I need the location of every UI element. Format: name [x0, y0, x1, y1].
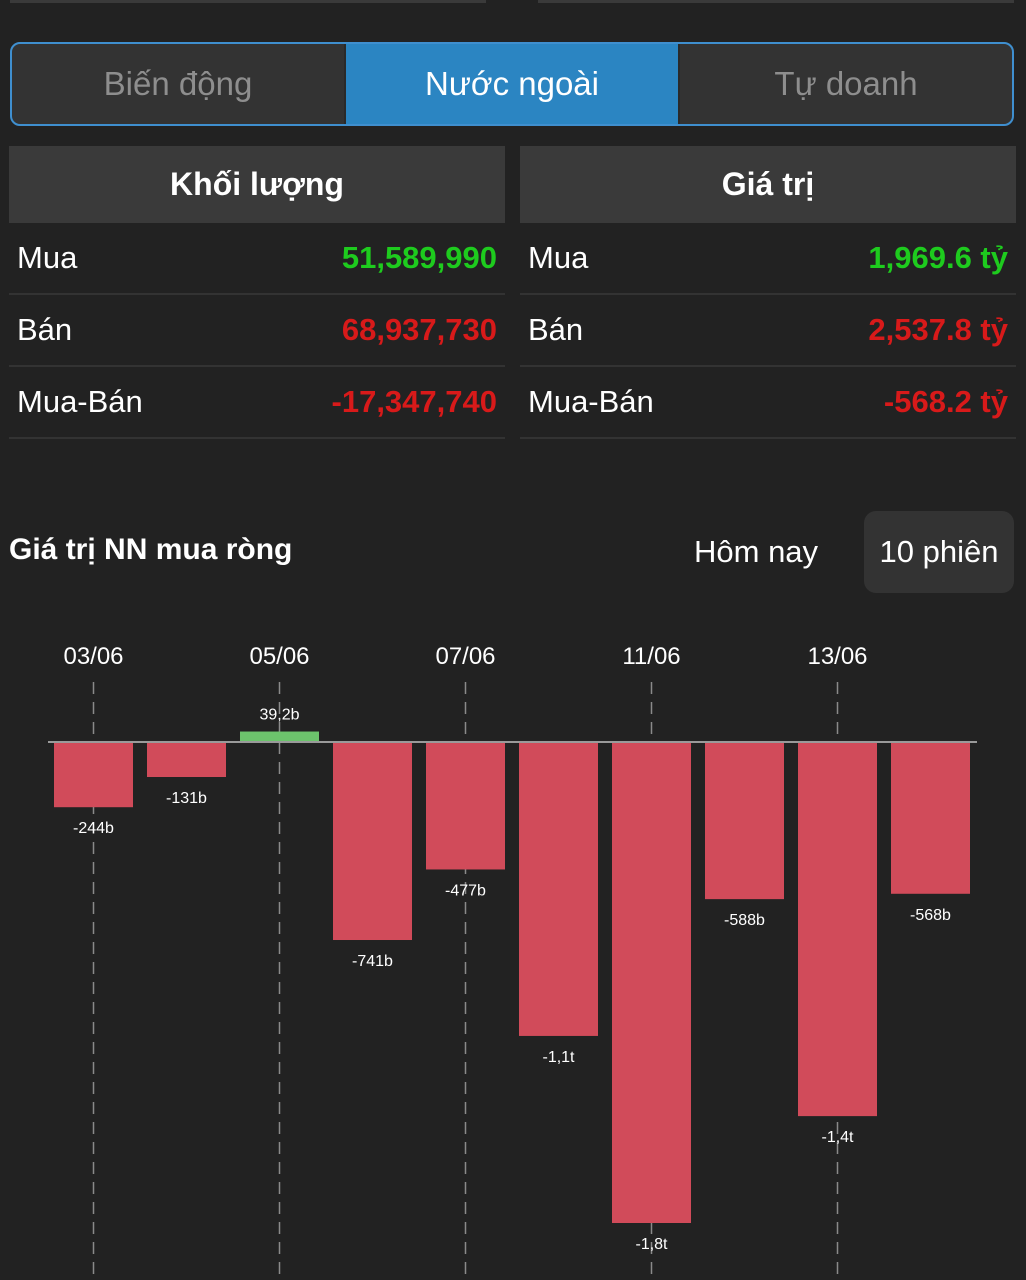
value-row-sell: Bán 2,537.8 tỷ	[520, 295, 1016, 367]
net-value-amount: -568.2 tỷ	[883, 384, 1008, 419]
bar[interactable]	[798, 742, 877, 1117]
tab-bien-dong[interactable]: Biến động	[12, 44, 346, 124]
top-divider-right	[538, 0, 1014, 3]
tab-nuoc-ngoai[interactable]: Nước ngoài	[346, 44, 680, 124]
volume-panel: Khối lượng Mua 51,589,990 Bán 68,937,730…	[9, 146, 505, 439]
row-label: Mua-Bán	[17, 384, 143, 419]
bar[interactable]	[333, 742, 412, 941]
bar-value-label: -1,1t	[542, 1049, 575, 1066]
bar[interactable]	[519, 742, 598, 1036]
bar-value-label: 39,2b	[259, 707, 299, 724]
value-header: Giá trị	[520, 146, 1016, 223]
row-label: Bán	[528, 312, 584, 347]
x-tick-label: 07/06	[435, 643, 495, 670]
period-10-sessions-button[interactable]: 10 phiên	[864, 511, 1014, 593]
volume-row-buy: Mua 51,589,990	[9, 223, 505, 295]
row-label: Mua-Bán	[528, 384, 654, 419]
chart-title: Giá trị NN mua ròng	[9, 533, 293, 566]
net-buy-bar-chart: 03/06 05/06 07/06 11/06 13/06 -244b -131b 39,2b…	[48, 643, 977, 1280]
bar-value-label: -131b	[166, 790, 207, 807]
bar[interactable]	[612, 742, 691, 1223]
bar-value-label: -477b	[445, 882, 486, 899]
row-label: Mua	[17, 240, 78, 275]
bar[interactable]	[891, 742, 970, 894]
buy-value-amount: 1,969.6 tỷ	[868, 240, 1008, 275]
sell-volume-value: 68,937,730	[341, 312, 497, 347]
period-today-button[interactable]: Hôm nay	[694, 534, 819, 569]
bar[interactable]	[705, 742, 784, 900]
bar-value-label: -1,4t	[821, 1129, 854, 1146]
bar[interactable]	[426, 742, 505, 870]
bar[interactable]	[147, 742, 226, 778]
bar[interactable]	[54, 742, 133, 808]
sell-value-amount: 2,537.8 tỷ	[868, 312, 1008, 347]
bar-value-label: -244b	[73, 820, 114, 837]
x-tick-label: 13/06	[807, 643, 867, 670]
row-label: Bán	[17, 312, 73, 347]
net-volume-value: -17,347,740	[331, 384, 497, 419]
bar-value-label: -741b	[352, 953, 393, 970]
row-label: Mua	[528, 240, 589, 275]
value-panel: Giá trị Mua 1,969.6 tỷ Bán 2,537.8 tỷ Mu…	[520, 146, 1016, 439]
bar-value-label: -568b	[910, 907, 951, 924]
value-row-net: Mua-Bán -568.2 tỷ	[520, 367, 1016, 439]
volume-row-net: Mua-Bán -17,347,740	[9, 367, 505, 439]
tab-bar: Biến động Nước ngoài Tự doanh	[10, 42, 1014, 126]
x-tick-label: 11/06	[622, 643, 680, 670]
bar-value-label: -588b	[724, 912, 765, 929]
volume-header: Khối lượng	[9, 146, 505, 223]
x-tick-label: 05/06	[249, 643, 309, 670]
x-tick-label: 03/06	[63, 643, 123, 670]
buy-volume-value: 51,589,990	[341, 240, 497, 275]
top-divider-left	[10, 0, 486, 3]
bar-value-label: -1,8t	[635, 1236, 668, 1253]
value-row-buy: Mua 1,969.6 tỷ	[520, 223, 1016, 295]
bar[interactable]	[240, 731, 319, 742]
tab-tu-doanh[interactable]: Tự doanh	[774, 65, 918, 102]
volume-row-sell: Bán 68,937,730	[9, 295, 505, 367]
